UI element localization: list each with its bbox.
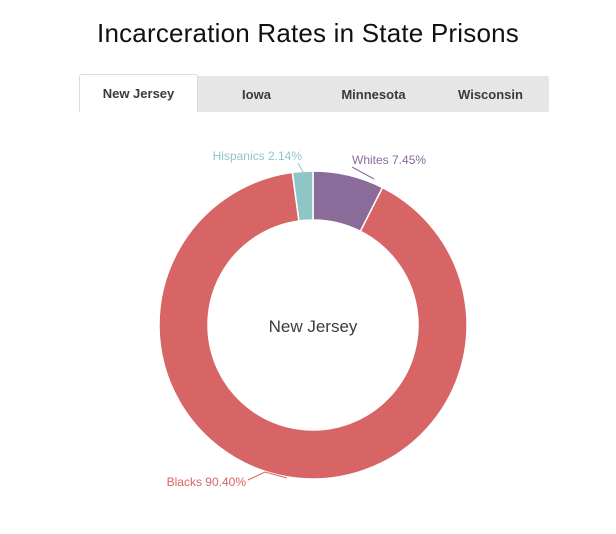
label-connector-hispanics (297, 162, 304, 173)
tab-minnesota[interactable]: Minnesota (341, 86, 406, 102)
tab-iowa[interactable]: Iowa (242, 86, 271, 102)
data-label-whites: Whites 7.45% (352, 153, 426, 167)
donut-slice-blacks[interactable] (158, 171, 468, 480)
label-connector-whites (351, 166, 375, 180)
tab-new-jersey[interactable]: New Jersey (79, 74, 198, 112)
data-label-blacks: Blacks 90.40% (167, 475, 247, 489)
tab-wisconsin[interactable]: Wisconsin (458, 86, 523, 102)
donut-slice-hispanics[interactable] (291, 170, 314, 222)
donut-center-label: New Jersey (269, 317, 358, 336)
label-connector-blacks (247, 471, 288, 481)
page-title: Incarceration Rates in State Prisons (97, 18, 519, 48)
data-label-hispanics: Hispanics 2.14% (213, 149, 303, 163)
state-tab-bar: New Jersey Iowa Minnesota Wisconsin (79, 74, 549, 112)
